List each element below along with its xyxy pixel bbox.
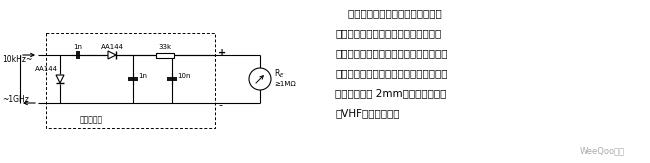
Polygon shape bbox=[56, 75, 64, 83]
Text: ≥1MΩ: ≥1MΩ bbox=[274, 81, 296, 87]
Text: R$_E$: R$_E$ bbox=[274, 68, 285, 80]
Text: 采用极短的引线，故可在高频下工作。引: 采用极短的引线，故可在高频下工作。引 bbox=[335, 68, 447, 78]
Text: 1n: 1n bbox=[138, 73, 147, 79]
Text: 33k: 33k bbox=[159, 44, 172, 50]
Text: ~1GHz: ~1GHz bbox=[2, 95, 29, 104]
Text: 线长度不超过 2mm，则可在甚高频: 线长度不超过 2mm，则可在甚高频 bbox=[335, 88, 447, 98]
Circle shape bbox=[249, 68, 271, 90]
Text: AA144: AA144 bbox=[35, 66, 58, 72]
Text: 1n: 1n bbox=[73, 44, 83, 50]
Text: 图中示出峰值整流的倍压电路作为: 图中示出峰值整流的倍压电路作为 bbox=[335, 8, 442, 18]
Text: +: + bbox=[218, 48, 226, 58]
Text: 测试头电路，用于控制高欧姆显示回路: 测试头电路，用于控制高欧姆显示回路 bbox=[335, 28, 441, 38]
Text: （VHF）区域工作。: （VHF）区域工作。 bbox=[335, 108, 400, 118]
Bar bbox=[155, 52, 174, 58]
Polygon shape bbox=[108, 51, 116, 59]
Text: （场效应电压表）。由于所有高频元件均: （场效应电压表）。由于所有高频元件均 bbox=[335, 48, 447, 58]
Text: 10kHz~: 10kHz~ bbox=[2, 54, 32, 64]
Text: AA144: AA144 bbox=[101, 44, 124, 50]
Text: WeeQoo维库: WeeQoo维库 bbox=[580, 146, 625, 155]
Text: -: - bbox=[218, 100, 222, 110]
Text: 极短的引线: 极短的引线 bbox=[80, 116, 103, 125]
Text: 10n: 10n bbox=[177, 73, 190, 79]
